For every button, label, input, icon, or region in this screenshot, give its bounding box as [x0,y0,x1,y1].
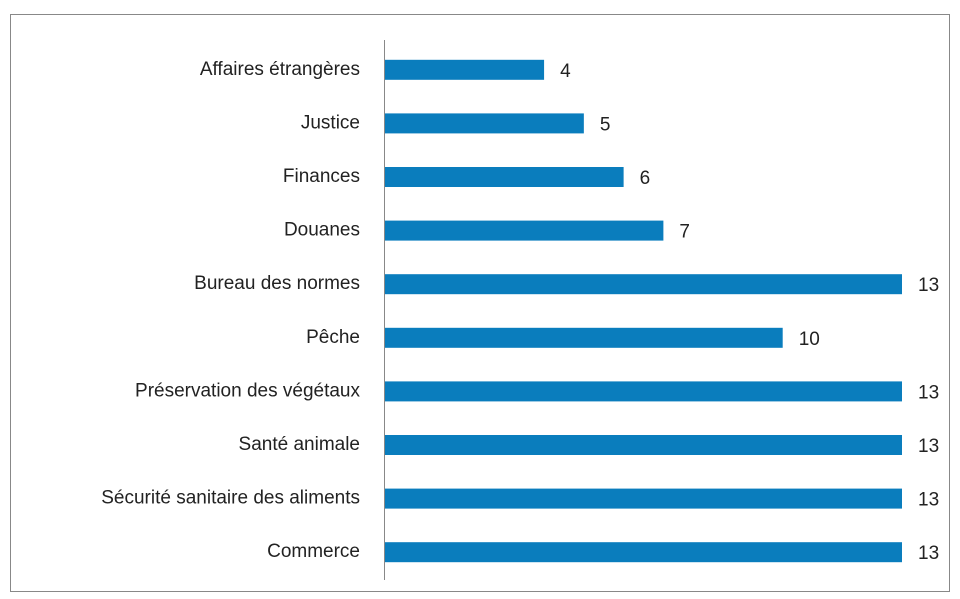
data-label: 13 [918,543,939,564]
y-tick-label: Santé animale [239,434,360,455]
y-tick-label: Commerce [267,541,360,562]
y-tick-label: Pêche [306,327,360,348]
data-label: 13 [918,382,939,403]
bar [385,113,584,134]
bar [385,220,664,241]
data-label: 13 [918,490,939,511]
data-label: 10 [799,329,820,350]
bar [385,327,783,348]
data-label: 13 [918,436,939,457]
bar [385,274,902,295]
bar [385,167,624,187]
data-label: 6 [640,168,651,189]
bar [385,435,902,455]
bar [385,59,545,80]
y-tick-label: Affaires étrangères [200,59,360,80]
data-label: 13 [918,275,939,296]
data-label: 7 [679,222,690,243]
y-tick-label: Finances [283,166,360,187]
data-label: 5 [600,114,611,135]
y-tick-label: Préservation des végétaux [135,380,360,401]
bar [385,542,902,563]
y-tick-label: Sécurité sanitaire des aliments [101,488,360,509]
y-tick-label: Bureau des normes [194,273,360,294]
data-label: 4 [560,61,571,82]
bar [385,488,902,509]
bar [385,381,902,402]
y-tick-label: Justice [301,112,360,133]
y-tick-label: Douanes [284,220,360,241]
